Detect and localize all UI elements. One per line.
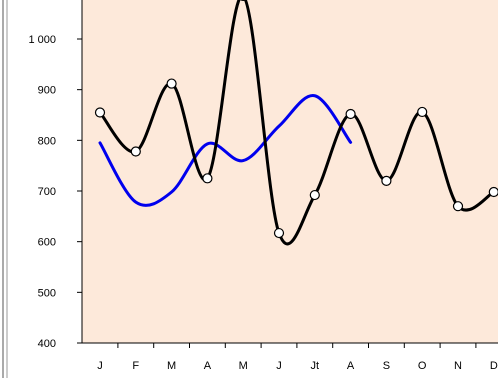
x-tick-label: N (454, 360, 462, 372)
series-line-blue (98, 94, 353, 207)
x-tick-label: M (239, 360, 248, 372)
data-point-marker (309, 189, 320, 201)
y-tick-label: 600 (38, 237, 56, 249)
y-tick-label: 800 (38, 135, 56, 147)
x-tick-label: F (132, 360, 139, 372)
marker-layer (94, 0, 498, 239)
y-tick-label: 700 (38, 186, 56, 198)
x-axis-ticks: J F M A M J Jt A S O N D (97, 343, 498, 372)
data-point-marker (273, 227, 285, 239)
data-point-marker (130, 146, 141, 157)
y-tick-label: 1 000 (28, 34, 56, 46)
data-point-marker (417, 106, 428, 118)
data-point-marker (202, 173, 213, 184)
data-point-marker (452, 201, 464, 212)
x-tick-label: Jt (311, 360, 320, 372)
left-border-strip (0, 0, 10, 378)
x-tick-label: O (418, 360, 427, 372)
data-point-marker (381, 175, 392, 186)
y-tick-label: 400 (38, 338, 56, 350)
x-tick-label: A (347, 360, 355, 372)
y-tick-label: 900 (38, 85, 56, 97)
data-point-marker (166, 78, 177, 89)
x-tick-label: S (383, 360, 390, 372)
data-point-marker (488, 186, 498, 198)
x-tick-label: D (490, 360, 498, 372)
data-point-marker (94, 107, 106, 118)
y-axis-ticks: 400 500 600 700 800 900 1 000 (28, 34, 82, 350)
y-tick-label: 500 (38, 287, 56, 299)
data-point-marker (345, 108, 356, 120)
x-tick-label: A (204, 360, 212, 372)
x-tick-label: M (167, 360, 176, 372)
x-tick-label: J (97, 360, 103, 372)
x-tick-label: J (276, 360, 282, 372)
plot-area (82, 0, 498, 343)
